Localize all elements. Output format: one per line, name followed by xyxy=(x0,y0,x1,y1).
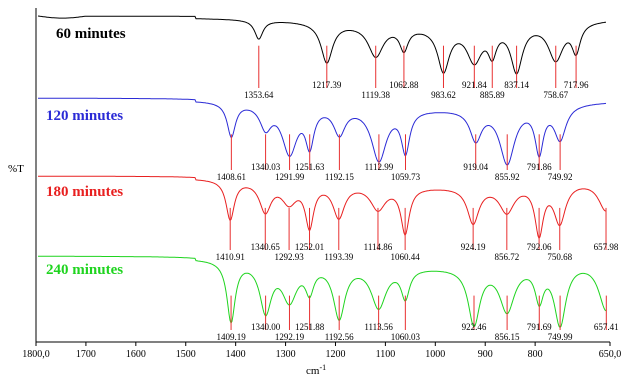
peak-label-3-11: 750.68 xyxy=(547,252,572,262)
peak-label-4-4: 1251.88 xyxy=(295,322,325,332)
peak-label-2-8: 919.04 xyxy=(463,162,488,172)
peak-label-4-9: 856.15 xyxy=(495,332,520,342)
plot-frame xyxy=(35,8,610,343)
peak-label-4-3: 1292.19 xyxy=(275,332,305,342)
x-tick-label: 1800,0 xyxy=(22,349,50,360)
peak-label-3-6: 1114.86 xyxy=(364,242,393,252)
x-axis-label: cm-1 xyxy=(306,363,326,376)
x-axis-label-main: cm xyxy=(306,365,320,376)
peak-label-1-8: 837.14 xyxy=(504,80,529,90)
x-tick-label: 1000 xyxy=(425,349,445,360)
peak-label-4-12: 657.41 xyxy=(594,322,619,332)
peak-label-2-4: 1251.63 xyxy=(295,162,325,172)
spectra-group xyxy=(37,15,607,329)
series-labels-group: 60 minutes 120 minutes 180 minutes 240 minu… xyxy=(46,26,126,278)
peak-label-2-7: 1059.73 xyxy=(391,172,421,182)
x-tick-label: 650,0 xyxy=(599,349,622,360)
peak-label-1-4: 1062.88 xyxy=(389,80,419,90)
series-label-4: 240 minutes xyxy=(46,262,123,278)
spectrum-line-4 xyxy=(38,255,607,329)
x-tick-label: 1600 xyxy=(126,349,146,360)
x-axis-label-superscript: -1 xyxy=(319,363,326,372)
peak-label-1-7: 885.89 xyxy=(480,90,505,100)
spectrum-line-1 xyxy=(37,15,607,75)
x-tick-label: 1200 xyxy=(325,349,345,360)
x-tick-label: 1100 xyxy=(376,349,396,360)
peak-label-3-5: 1193.39 xyxy=(324,252,353,262)
peak-label-1-2: 1217.39 xyxy=(312,80,342,90)
peak-label-2-5: 1192.15 xyxy=(325,172,354,182)
peak-label-4-8: 922.46 xyxy=(462,322,487,332)
x-tick-label: 900 xyxy=(478,349,493,360)
peak-label-2-10: 791.86 xyxy=(527,162,552,172)
peak-label-4-2: 1340.00 xyxy=(251,322,281,332)
peak-label-4-10: 791.69 xyxy=(527,322,552,332)
peak-label-2-3: 1291.99 xyxy=(275,172,305,182)
peak-label-3-8: 924.19 xyxy=(461,242,486,252)
peak-label-1-5: 983.62 xyxy=(431,90,456,100)
x-tick-label: 800 xyxy=(528,349,543,360)
peak-label-2-6: 1112.99 xyxy=(365,162,394,172)
peak-label-3-9: 856.72 xyxy=(494,252,519,262)
peak-label-2-1: 1408.61 xyxy=(217,172,246,182)
peak-label-3-2: 1340.65 xyxy=(251,242,281,252)
peak-label-1-6: 921.84 xyxy=(462,80,487,90)
y-axis-label: %T xyxy=(8,163,24,175)
peak-label-1-3: 1119.38 xyxy=(361,90,390,100)
peak-label-1-9: 758.67 xyxy=(543,90,568,100)
peak-label-4-11: 749.99 xyxy=(548,332,573,342)
x-tick-label: 1700 xyxy=(76,349,96,360)
series-label-1: 60 minutes xyxy=(56,26,126,42)
peak-label-2-9: 855.92 xyxy=(495,172,520,182)
x-tick-label: 1500 xyxy=(176,349,196,360)
peak-label-3-1: 1410.91 xyxy=(216,252,245,262)
peak-label-3-12: 657.98 xyxy=(594,242,619,252)
spectrum-line-3 xyxy=(38,175,607,240)
peak-label-4-5: 1192.56 xyxy=(325,332,354,342)
peak-label-2-2: 1340.03 xyxy=(251,162,281,172)
peak-label-4-6: 1113.56 xyxy=(364,322,393,332)
peak-label-3-3: 1292.93 xyxy=(274,252,304,262)
spectrum-line-2 xyxy=(38,97,607,166)
peak-label-3-4: 1252.01 xyxy=(295,242,324,252)
peak-label-2-11: 749.92 xyxy=(548,172,573,182)
peak-label-3-10: 792.06 xyxy=(527,242,552,252)
peak-label-1-1: 1353.64 xyxy=(244,90,274,100)
x-tick-label: 1300 xyxy=(276,349,296,360)
series-label-2: 120 minutes xyxy=(46,108,123,124)
series-label-3: 180 minutes xyxy=(46,184,123,200)
x-tick-label: 1400 xyxy=(226,349,246,360)
peak-label-4-1: 1409.19 xyxy=(216,332,246,342)
peak-label-3-7: 1060.44 xyxy=(391,252,421,262)
peak-label-1-10: 717.96 xyxy=(564,80,589,90)
x-axis: 1800,0 1700 1600 1500 1400 1300 1200 1100 1000 90… xyxy=(22,342,621,360)
peak-label-4-7: 1060.03 xyxy=(391,332,421,342)
